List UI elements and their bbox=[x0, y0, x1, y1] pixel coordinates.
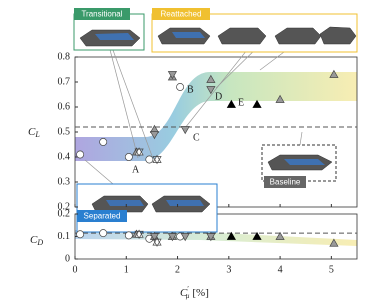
marker-part bbox=[134, 148, 144, 157]
y-tick-label: 0.3 bbox=[58, 176, 71, 187]
y-tick-label: 0.4 bbox=[58, 151, 71, 162]
inset-label: Reattached bbox=[161, 10, 202, 19]
y2-axis-label: CD bbox=[30, 234, 43, 247]
pointer bbox=[109, 41, 153, 157]
y-tick-label: 0.7 bbox=[58, 76, 71, 87]
inset-tag bbox=[264, 176, 306, 188]
marker bbox=[275, 231, 285, 240]
x-tick-label: 3 bbox=[226, 264, 231, 275]
trend-band bbox=[75, 230, 357, 246]
inset-tag bbox=[152, 8, 210, 20]
inset-label: Baseline bbox=[270, 178, 301, 187]
inset-label: Transitional bbox=[81, 10, 122, 19]
pointer bbox=[184, 39, 256, 129]
marker bbox=[167, 233, 178, 242]
marker bbox=[99, 229, 108, 238]
x-tick-label: 4 bbox=[278, 264, 283, 275]
inset-tag bbox=[77, 210, 127, 222]
marker bbox=[226, 99, 236, 108]
model-image bbox=[217, 27, 267, 45]
x-tick-label: 5 bbox=[329, 264, 334, 275]
marker-part bbox=[134, 229, 144, 238]
marker bbox=[167, 71, 178, 80]
y-tick-label: 0.6 bbox=[58, 101, 71, 112]
y2-tick-label: 0 bbox=[65, 253, 70, 264]
marker bbox=[180, 126, 190, 135]
x-tick-label: 0 bbox=[73, 264, 78, 275]
marker bbox=[275, 94, 285, 103]
marker bbox=[124, 231, 133, 240]
x-tick-label: 2 bbox=[175, 264, 180, 275]
point-label: E bbox=[238, 97, 244, 108]
marker bbox=[176, 83, 185, 91]
marker bbox=[124, 153, 133, 161]
marker-part bbox=[134, 147, 144, 156]
marker bbox=[206, 74, 216, 83]
marker bbox=[206, 86, 216, 95]
marker-part bbox=[152, 156, 162, 165]
marker bbox=[252, 231, 262, 240]
marker bbox=[206, 233, 216, 242]
y2-tick-label: 0.2 bbox=[58, 208, 71, 219]
point-label: B bbox=[187, 84, 194, 95]
point-label: A bbox=[132, 164, 140, 175]
marker bbox=[226, 231, 236, 240]
y-axis-label: CL bbox=[28, 126, 40, 139]
marker bbox=[134, 147, 144, 157]
model-image bbox=[319, 26, 357, 45]
pointer bbox=[107, 41, 139, 159]
marker bbox=[149, 131, 160, 140]
pointer bbox=[299, 131, 303, 146]
marker bbox=[180, 233, 190, 242]
y-tick-label: 0.5 bbox=[58, 126, 71, 137]
x-tick-label: 1 bbox=[124, 264, 129, 275]
y2-tick-label: 0.1 bbox=[58, 231, 71, 242]
marker bbox=[149, 233, 160, 242]
marker bbox=[76, 150, 85, 159]
marker-part bbox=[152, 237, 162, 246]
marker-part bbox=[152, 154, 162, 163]
marker bbox=[76, 230, 85, 239]
x-axis-label: C′ μ [%] bbox=[180, 285, 209, 300]
point-label: D bbox=[215, 91, 222, 102]
marker bbox=[329, 69, 339, 78]
marker bbox=[329, 238, 339, 247]
point-label: C bbox=[193, 132, 200, 143]
y-tick-label: 0.8 bbox=[58, 51, 71, 62]
marker bbox=[152, 237, 162, 247]
marker bbox=[252, 99, 262, 108]
insets bbox=[73, 13, 358, 233]
marker-part bbox=[134, 230, 144, 239]
inset-tag bbox=[74, 8, 130, 20]
marker bbox=[145, 155, 154, 164]
marker bbox=[152, 154, 162, 165]
marker-part bbox=[152, 238, 162, 247]
marker bbox=[134, 229, 144, 239]
y-tick-label: 0.2 bbox=[58, 201, 71, 212]
inset-label: Separated bbox=[84, 212, 121, 221]
marker bbox=[99, 138, 108, 146]
